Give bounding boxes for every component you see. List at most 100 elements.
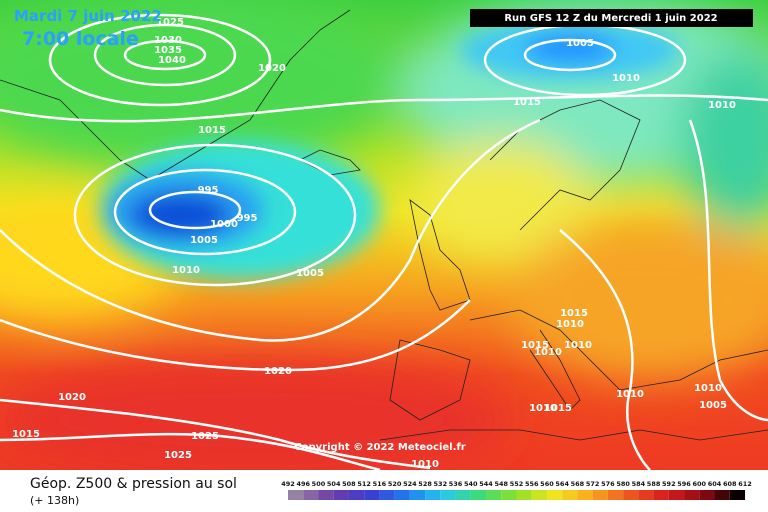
run-box <box>470 9 753 27</box>
scale-label: 608 <box>723 480 737 488</box>
isobar-label: 1020 <box>258 63 286 74</box>
scale-label: 592 <box>662 480 676 488</box>
scale-swatch <box>531 490 547 500</box>
color-scale: 492 496 500 504 508 512 516 520 524 528 532 536 540 5… <box>281 480 752 500</box>
scale-swatch <box>562 490 578 500</box>
isobar-label: 1010 <box>616 389 644 400</box>
scale-swatch <box>546 490 563 500</box>
isobar-label: 1015 <box>521 340 549 351</box>
scale-label: 504 <box>327 480 341 488</box>
scale-label: 536 <box>449 480 463 488</box>
isobar-label: 1015 <box>198 125 226 136</box>
isobar-label: 1010 <box>556 319 584 330</box>
scale-label: 568 <box>571 480 585 488</box>
forecast-date: Mardi 7 juin 2022 <box>14 7 162 25</box>
scale-swatch <box>699 490 715 500</box>
scale-swatch <box>714 490 730 500</box>
scale-swatch <box>638 490 654 500</box>
scale-swatch <box>501 490 517 500</box>
scale-label: 552 <box>510 480 524 488</box>
scale-label: 508 <box>342 480 356 488</box>
scale-label: 496 <box>296 480 310 488</box>
scale-swatch <box>303 490 319 500</box>
isobar-label: 1015 <box>560 308 588 319</box>
isobar-label: 1005 <box>566 38 594 49</box>
scale-label: 556 <box>525 480 539 488</box>
scale-swatch <box>684 490 700 500</box>
isobar-label: 1005 <box>296 268 324 279</box>
isobar-label: 1010 <box>564 340 592 351</box>
scale-label: 544 <box>479 480 493 488</box>
isobar-label: 1040 <box>158 55 186 66</box>
scale-label: 564 <box>555 480 569 488</box>
isobars <box>0 13 768 472</box>
isobar-label: 1025 <box>191 431 219 442</box>
map-field <box>0 0 768 480</box>
scale-swatch <box>348 490 365 500</box>
scale-label: 576 <box>601 480 615 488</box>
isobar-label: 1015 <box>513 97 541 108</box>
scale-label: 612 <box>738 480 752 488</box>
isobar-label: 1020 <box>58 392 86 403</box>
scale-swatch <box>425 490 441 500</box>
scale-swatch <box>364 490 380 500</box>
scale-swatch <box>607 490 624 500</box>
scale-label: 604 <box>708 480 722 488</box>
scale-swatch <box>592 490 608 500</box>
isobar-label: 1030 <box>154 35 182 46</box>
scale-swatch <box>318 490 334 500</box>
scale-label: 560 <box>540 480 554 488</box>
scale-swatch <box>516 490 532 500</box>
scale-swatch <box>379 490 395 500</box>
scale-swatch <box>653 490 669 500</box>
isobar-label: 995 <box>237 213 258 224</box>
scale-label: 548 <box>494 480 508 488</box>
scale-swatch <box>623 490 639 500</box>
isobar-label: 1010 <box>612 73 640 84</box>
isobar-label: 1010 <box>694 383 722 394</box>
scale-label: 520 <box>388 480 402 488</box>
isobar-label: 1025 <box>164 450 192 461</box>
isobar-label: 1025 <box>156 17 184 28</box>
scale-swatch <box>409 490 426 500</box>
run-info: Run GFS 12 Z du Mercredi 1 juin 2022 <box>504 13 717 24</box>
footer-title: Géop. Z500 & pression au sol <box>30 476 237 492</box>
scale-swatch <box>470 490 487 500</box>
scale-swatch <box>455 490 471 500</box>
isobar-label: 1010 <box>708 100 736 111</box>
isobar-label: 1020 <box>264 366 292 377</box>
isobar-label: 1010 <box>411 459 439 470</box>
isobar-label: 1010 <box>172 265 200 276</box>
isobar-label: 1010 <box>534 347 562 358</box>
scale-swatch <box>394 490 410 500</box>
scale-label: 588 <box>647 480 661 488</box>
isobar-labels: 1025103010351040102010159951000995100510… <box>12 17 736 470</box>
lead-time: (+ 138h) <box>30 494 79 507</box>
scale-swatch <box>440 490 456 500</box>
scale-swatch <box>729 490 745 500</box>
scale-label: 524 <box>403 480 417 488</box>
scale-label: 528 <box>418 480 432 488</box>
scale-label: 584 <box>632 480 646 488</box>
scale-label: 492 <box>281 480 295 488</box>
scale-swatch <box>486 490 502 500</box>
scale-swatch <box>668 490 685 500</box>
scale-label: 580 <box>616 480 630 488</box>
scale-swatch <box>577 490 593 500</box>
scale-label: 540 <box>464 480 478 488</box>
isobar-label: 995 <box>198 185 219 196</box>
scale-label: 532 <box>434 480 448 488</box>
isobar-label: 1005 <box>699 400 727 411</box>
isobar-label: 1015 <box>12 429 40 440</box>
scale-swatch <box>288 490 304 500</box>
isobar-label: 1035 <box>154 45 182 56</box>
copyright: Copyright © 2022 Meteociel.fr <box>294 442 465 453</box>
scale-label: 572 <box>586 480 600 488</box>
isobar-label: 1010 <box>529 403 557 414</box>
scale-label: 596 <box>677 480 691 488</box>
scale-label: 500 <box>312 480 326 488</box>
scale-label: 600 <box>693 480 707 488</box>
isobar-label: 1000 <box>210 219 238 230</box>
isobar-label: 1015 <box>544 403 572 414</box>
